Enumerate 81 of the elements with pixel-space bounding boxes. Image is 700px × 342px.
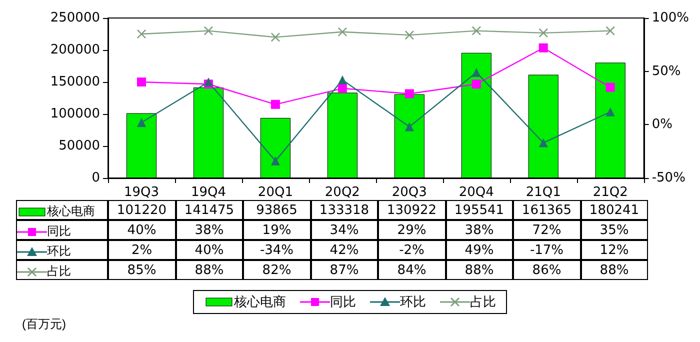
point <box>538 138 548 148</box>
point <box>204 26 213 36</box>
data-label: 2% <box>108 240 176 260</box>
point <box>606 26 615 36</box>
text: 同比 <box>330 295 356 310</box>
y-tick-label: 100000 <box>50 106 100 122</box>
legend-label: 环比 <box>16 240 108 260</box>
y-tick-label: 200000 <box>50 42 100 58</box>
data-label: 88% <box>580 260 648 280</box>
legend-label: 同比 <box>16 220 108 240</box>
data-label: 88% <box>176 260 243 280</box>
point <box>270 100 280 109</box>
data-label: 93865 <box>243 200 310 220</box>
data-label: 35% <box>580 220 648 240</box>
data-label: 130922 <box>378 200 446 220</box>
point <box>606 82 615 92</box>
x-tick-label: 21Q1 <box>526 185 561 200</box>
x-tick-label: 20Q2 <box>324 185 360 200</box>
y-tick-label: 0 <box>92 170 100 186</box>
y2-tick-label: 100% <box>652 10 690 26</box>
data-label: -2% <box>378 240 446 260</box>
data-label: 42% <box>310 240 378 260</box>
point <box>472 26 481 36</box>
point <box>538 43 548 52</box>
data-label: 40% <box>108 220 176 240</box>
text: 占比 <box>470 295 496 310</box>
point <box>270 32 280 42</box>
y-tick-label: 150000 <box>50 74 100 90</box>
data-label: 19% <box>243 220 310 240</box>
x-tick-label: 20Q4 <box>458 185 494 200</box>
y-tick-label: 250000 <box>50 10 100 26</box>
data-label: -34% <box>243 240 310 260</box>
point <box>136 118 146 128</box>
legend-label: 占比 <box>16 260 108 280</box>
x-tick-label: 19Q3 <box>124 185 160 200</box>
x-tick-label: 19Q4 <box>190 185 226 200</box>
point <box>204 78 213 86</box>
x-tick-label: 21Q2 <box>592 185 628 200</box>
point <box>472 80 481 89</box>
point <box>404 122 414 132</box>
y2-tick-label: 50% <box>652 64 681 79</box>
data-label: 180241 <box>580 200 648 220</box>
data-label: 29% <box>378 220 446 240</box>
y2-tick-label: 0% <box>652 117 672 132</box>
data-label: 101220 <box>108 200 176 220</box>
data-label: 195541 <box>446 200 513 220</box>
x-tick-label: 20Q3 <box>392 185 427 200</box>
data-label: 38% <box>176 220 243 240</box>
data-label: 82% <box>243 260 310 280</box>
legend-label: 核心电商 <box>16 200 108 220</box>
text: 核心电商 <box>234 295 286 310</box>
data-label: 84% <box>378 260 446 280</box>
data-label: 38% <box>446 220 513 240</box>
point <box>606 107 615 116</box>
point <box>404 30 414 40</box>
point <box>338 84 347 93</box>
y2-tick-label: -50% <box>652 170 686 186</box>
data-label: 34% <box>310 220 378 240</box>
point <box>338 27 347 36</box>
point <box>472 68 481 77</box>
data-label: 86% <box>513 260 580 280</box>
data-label: 141475 <box>176 200 243 220</box>
text: (百万元) <box>22 317 66 331</box>
data-label: 87% <box>310 260 378 280</box>
data-label: 72% <box>513 220 580 240</box>
point <box>270 156 280 166</box>
point <box>538 28 548 38</box>
x-tick-label: 20Q1 <box>258 185 293 200</box>
data-label: -17% <box>513 240 580 260</box>
data-label: 161365 <box>513 200 580 220</box>
data-label: 40% <box>176 240 243 260</box>
point <box>404 89 414 98</box>
point <box>338 75 347 84</box>
text: 环比 <box>400 295 426 310</box>
point <box>136 78 146 86</box>
y-tick-label: 50000 <box>58 138 100 154</box>
data-label: 133318 <box>310 200 378 220</box>
data-label: 49% <box>446 240 513 260</box>
data-label: 12% <box>580 240 648 260</box>
data-label: 88% <box>446 260 513 280</box>
data-label: 85% <box>108 260 176 280</box>
